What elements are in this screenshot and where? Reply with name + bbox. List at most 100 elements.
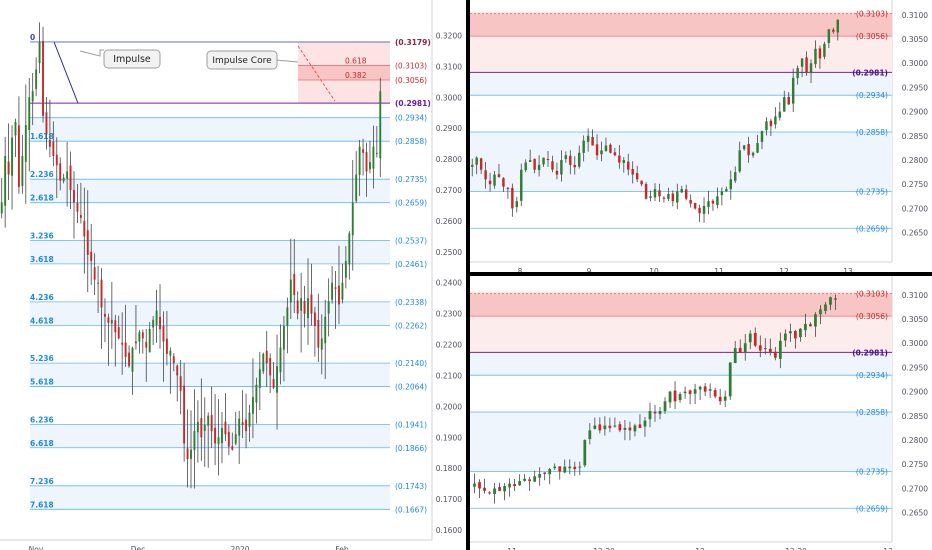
candle-body — [791, 77, 795, 104]
candle-body — [671, 193, 675, 202]
candle-body — [493, 488, 496, 494]
fib-ratio-label: 6.236 — [30, 416, 54, 425]
candle-body — [774, 116, 777, 125]
fib-ratio-label: 3.236 — [30, 231, 54, 240]
candle-body — [578, 466, 582, 468]
price-tick-label: 0.2750 — [902, 460, 928, 469]
candle-body — [743, 343, 747, 353]
fib-price-label: (0.2262) — [395, 321, 427, 330]
price-tick-label: 0.2650 — [902, 229, 928, 238]
candle-body — [560, 160, 563, 175]
candle-body — [711, 200, 715, 204]
candle-body — [678, 394, 682, 401]
zone-price-label: (0.3103) — [395, 61, 427, 70]
candle-body — [317, 320, 320, 348]
candle-body — [255, 384, 258, 403]
fib-ratio-label: 7.236 — [30, 477, 54, 486]
fib-band — [470, 72, 892, 96]
price-tick-label: 0.1900 — [436, 433, 462, 442]
candle-body — [799, 328, 802, 338]
impulse-core-callout-label: Impulse Core — [212, 56, 272, 66]
candle-body — [638, 424, 642, 428]
candle-body — [31, 91, 34, 102]
candle-body — [279, 347, 282, 373]
price-tick-label: 0.2900 — [436, 124, 462, 133]
daily-chart-panel[interactable]: 0.3200 0.3100 0.3000 0.2900 0.2800 0.2700 0.26… — [0, 0, 466, 550]
candle-body — [703, 386, 707, 392]
price-tick-label: 0.2500 — [436, 248, 462, 257]
candle-body — [11, 137, 13, 176]
level-price-label: (0.2934) — [856, 371, 888, 380]
candle-body — [713, 390, 717, 397]
candle-body — [662, 197, 666, 199]
fib-band — [30, 240, 390, 264]
candle-body — [121, 342, 124, 345]
candle-body — [200, 418, 203, 438]
price-tick-label: 0.2800 — [902, 436, 928, 445]
candle-body — [718, 396, 722, 402]
daily-chart[interactable]: 0.3200 0.3100 0.3000 0.2900 0.2800 0.2700 0.26… — [0, 0, 466, 550]
hourly-chart[interactable]: 0.3100 0.3050 0.3000 0.2950 0.2900 0.2850 0.28… — [470, 0, 932, 272]
candle-body — [733, 348, 737, 364]
candle-body — [613, 425, 617, 427]
time-tick-label: 10 — [649, 267, 659, 272]
candle-body — [738, 347, 742, 353]
candle-body — [818, 48, 822, 59]
candle-body — [351, 202, 354, 236]
zone-ratio-label: 0.618 — [345, 56, 367, 65]
candle-body — [341, 282, 344, 300]
candle-body — [546, 158, 550, 161]
price-tick-label: 0.2000 — [436, 402, 462, 411]
fib-ratio-label: 0 — [30, 33, 35, 42]
candle-body — [165, 338, 168, 354]
fib-price-label: (0.2858) — [395, 137, 427, 146]
price-tick-label: 0.3200 — [436, 31, 462, 40]
candle-body — [583, 440, 587, 466]
candle-body — [538, 473, 542, 478]
candle-body — [513, 483, 516, 487]
candle-body — [783, 97, 786, 112]
candle-body — [169, 350, 172, 356]
candle-body — [823, 43, 826, 57]
candle-body — [778, 340, 782, 359]
candle-body — [563, 466, 567, 473]
minute-chart-panel[interactable]: 0.3100 0.3050 0.3000 0.2950 0.2900 0.2850 0.28… — [470, 276, 932, 550]
candle-body — [586, 135, 590, 142]
candle-body — [348, 233, 351, 265]
candle-body — [73, 190, 75, 203]
fib-ratio-label: 7.618 — [30, 500, 54, 509]
candle-body — [324, 316, 327, 344]
candle-body — [62, 177, 65, 182]
candle-body — [577, 152, 581, 167]
candle-body — [542, 157, 545, 165]
candle-body — [210, 414, 213, 432]
candle-body — [128, 352, 131, 367]
candle-body — [627, 161, 630, 170]
candle-body — [728, 362, 732, 397]
fib-price-label: (0.2735) — [395, 175, 427, 184]
price-tick-label: 0.3050 — [902, 315, 928, 324]
candle-body — [497, 174, 501, 177]
impulse-callout-pointer — [79, 49, 104, 57]
candle-body — [238, 418, 241, 436]
candle-body — [640, 180, 643, 185]
candle-body — [604, 145, 608, 152]
candle-body — [183, 385, 186, 444]
candle-body — [79, 215, 82, 218]
candle-body — [649, 196, 652, 198]
price-tick-label: 0.3000 — [902, 59, 928, 68]
candle-body — [159, 316, 161, 330]
candle-body — [778, 111, 782, 118]
price-tick-label: 0.2750 — [902, 180, 928, 189]
candle-body — [836, 19, 839, 33]
minute-chart[interactable]: 0.3100 0.3050 0.3000 0.2950 0.2900 0.2850 0.28… — [470, 276, 932, 550]
candle-body — [138, 332, 141, 342]
candle-body — [756, 143, 759, 153]
candle-body — [69, 165, 72, 190]
fib-band — [470, 352, 892, 376]
level-price-label: (0.3103) — [856, 9, 888, 18]
price-tick-label: 0.3100 — [436, 62, 462, 71]
candle-body — [635, 173, 639, 180]
candle-body — [805, 57, 808, 73]
hourly-chart-panel[interactable]: 0.3100 0.3050 0.3000 0.2950 0.2900 0.2850 0.28… — [470, 0, 932, 272]
